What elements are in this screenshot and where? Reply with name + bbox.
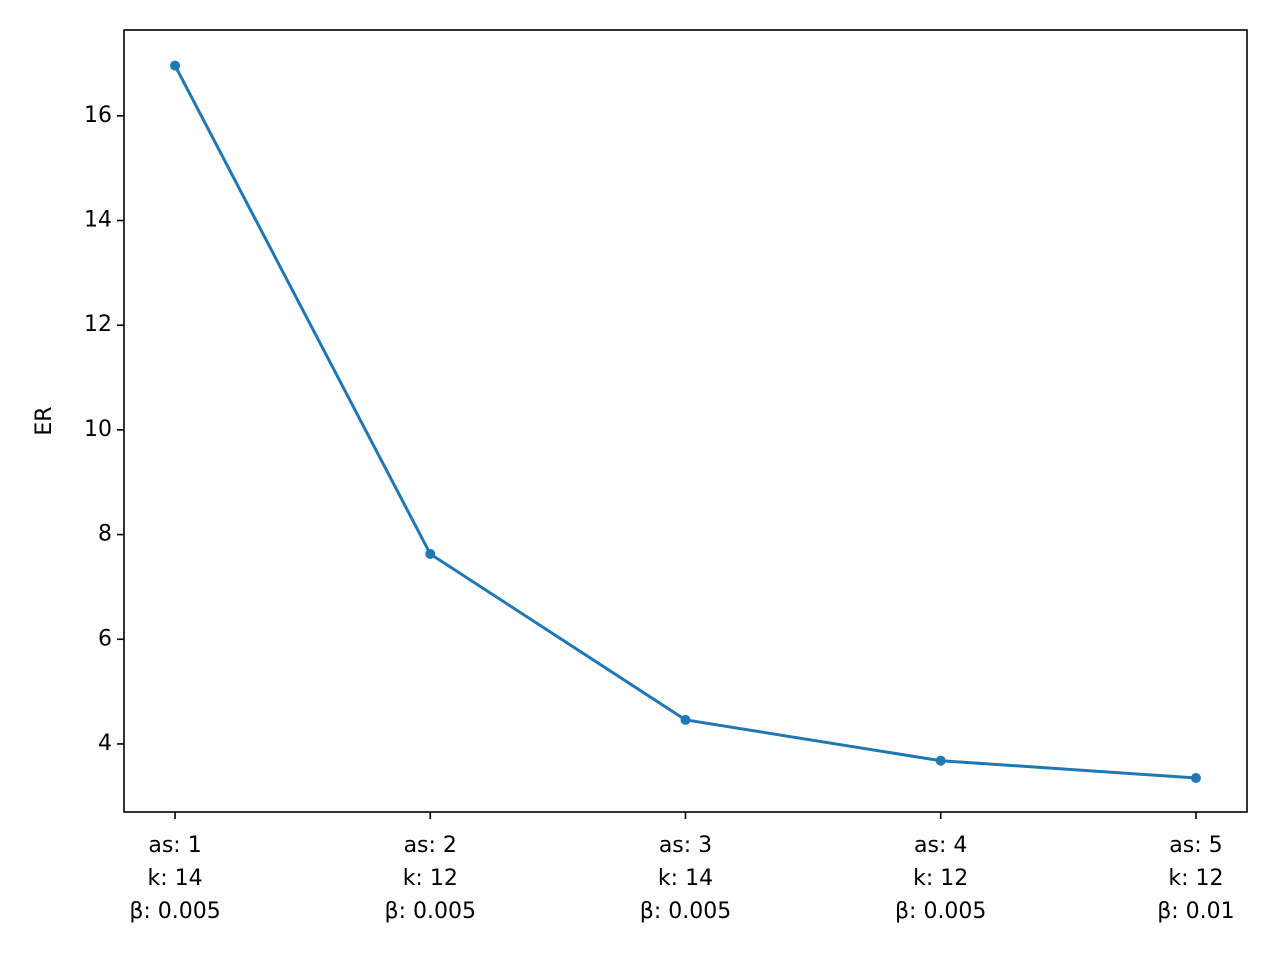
x-tick-label: as: 2 [404, 833, 457, 858]
x-tick-label: k: 12 [403, 866, 458, 891]
y-tick-label: 8 [98, 522, 112, 547]
x-tick-label: k: 12 [913, 866, 968, 891]
data-point [170, 60, 181, 71]
y-tick-label: 6 [98, 626, 112, 651]
y-tick-label: 16 [84, 103, 112, 128]
y-tick-label: 14 [84, 208, 112, 233]
x-tick-label: k: 14 [147, 866, 202, 891]
y-axis-label: ER [32, 406, 57, 435]
data-point [425, 548, 436, 559]
plot-frame [123, 29, 1248, 813]
data-point [1190, 772, 1201, 783]
x-tick-label: k: 12 [1168, 866, 1223, 891]
x-tick-label: β: 0.005 [385, 899, 476, 924]
x-tick-label: as: 1 [148, 833, 201, 858]
x-tick-label: β: 0.01 [1157, 899, 1234, 924]
x-tick-label: k: 14 [658, 866, 713, 891]
y-tick-label: 10 [84, 417, 112, 442]
x-tick-label: β: 0.005 [129, 899, 220, 924]
x-tick-label: as: 3 [659, 833, 712, 858]
y-tick-label: 12 [84, 312, 112, 337]
y-tick-label: 4 [98, 731, 112, 756]
x-tick-label: as: 5 [1169, 833, 1222, 858]
x-tick-label: as: 4 [914, 833, 967, 858]
data-point [680, 714, 691, 725]
x-tick-label: β: 0.005 [640, 899, 731, 924]
data-point [935, 755, 946, 766]
x-tick-label: β: 0.005 [895, 899, 986, 924]
